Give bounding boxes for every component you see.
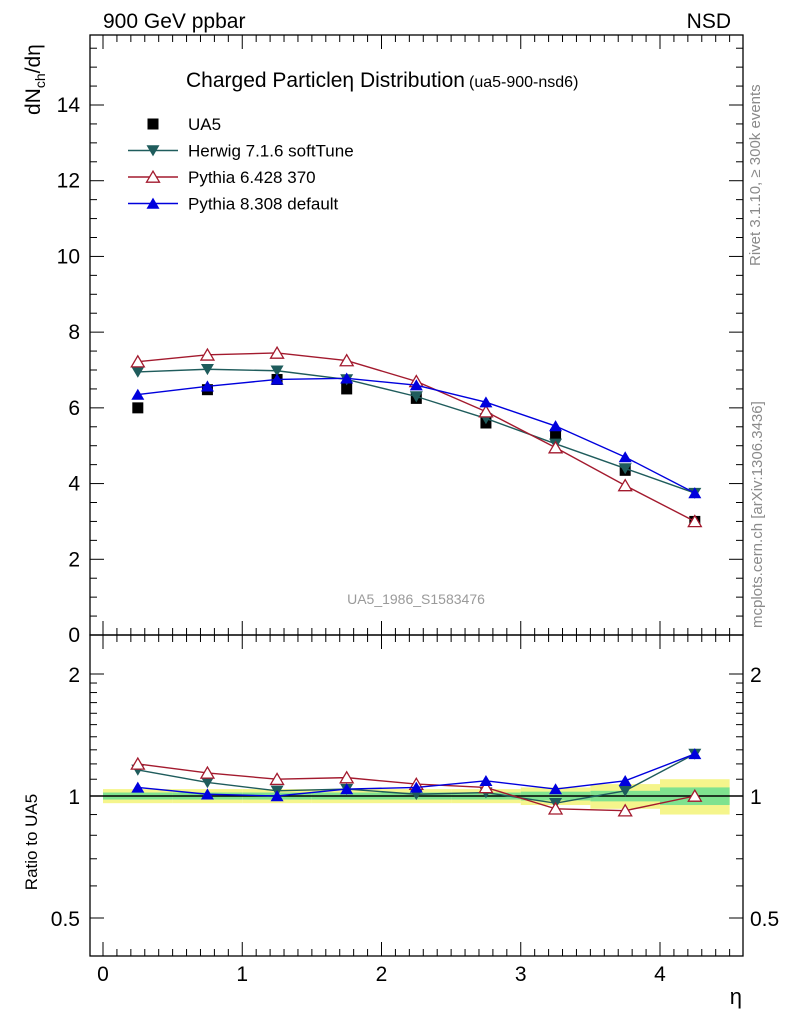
point-data bbox=[132, 402, 144, 414]
point-pythia6 bbox=[199, 347, 216, 361]
point-pythia8 bbox=[270, 373, 284, 385]
watermark: UA5_1986_S1583476 bbox=[347, 591, 485, 607]
mcplots-reference-text: mcplots.cern.ch [arXiv:1306.3436] bbox=[749, 401, 766, 628]
point-pythia6 bbox=[478, 404, 494, 418]
ratio-point-pythia8 bbox=[131, 781, 145, 793]
ratio-point-pythia6 bbox=[339, 770, 355, 784]
point-pythia8 bbox=[688, 487, 702, 499]
ratio-point-pythia8 bbox=[618, 774, 632, 787]
ratio-point-pythia8 bbox=[549, 783, 563, 795]
ratio-y-tick-label-right: 1 bbox=[750, 786, 762, 809]
ratio-point-pythia8 bbox=[688, 748, 702, 760]
y-tick-label: 2 bbox=[68, 548, 80, 571]
point-herwig bbox=[270, 365, 284, 377]
point-pythia6 bbox=[617, 478, 633, 492]
ratio-y-tick-label: 0.5 bbox=[51, 908, 80, 931]
legend-label-herwig: Herwig 7.1.6 softTune bbox=[188, 142, 354, 161]
point-data bbox=[550, 428, 562, 440]
x-tick-label: 3 bbox=[515, 963, 527, 986]
rivet-version-text: Rivet 3.1.10, ≥ 300k events bbox=[747, 84, 764, 266]
y-axis-label-ratio: Ratio to UA5 bbox=[22, 794, 41, 890]
point-pythia8 bbox=[549, 420, 563, 432]
ratio-point-pythia6 bbox=[687, 788, 703, 802]
ratio-y-tick-label: 1 bbox=[68, 786, 80, 809]
point-pythia6 bbox=[547, 440, 564, 454]
y-tick-label: 10 bbox=[57, 245, 80, 268]
header-left: 900 GeV ppbar bbox=[103, 10, 245, 33]
ratio-ticks: 0 1 2 3 4 0.5 0.5 1 1 2 2 bbox=[51, 635, 779, 986]
point-pythia6 bbox=[130, 354, 146, 368]
x-tick-label: 0 bbox=[97, 963, 109, 986]
y-tick-label: 8 bbox=[68, 321, 80, 344]
main-ticks: 0 2 4 6 8 10 12 14 bbox=[57, 35, 743, 647]
point-pythia8 bbox=[131, 388, 145, 400]
ratio-point-pythia6 bbox=[199, 765, 216, 779]
point-pythia6 bbox=[269, 345, 285, 359]
x-tick-label: 4 bbox=[654, 963, 666, 986]
y-tick-label: 0 bbox=[68, 624, 80, 647]
header-right: NSD bbox=[687, 10, 731, 33]
ratio-point-herwig bbox=[618, 785, 632, 797]
point-herwig bbox=[618, 463, 632, 475]
y-tick-label: 14 bbox=[57, 94, 81, 117]
point-pythia6 bbox=[687, 514, 703, 528]
x-tick-label: 1 bbox=[236, 963, 248, 986]
chart-title: Charged Particleη Distribution (ua5-900-n… bbox=[186, 69, 578, 92]
ratio-y-tick-label-right: 2 bbox=[750, 664, 762, 687]
ratio-point-pythia6 bbox=[478, 780, 494, 794]
ratio-point-pythia8 bbox=[200, 788, 214, 800]
ratio-point-pythia6 bbox=[547, 801, 564, 815]
ratio-point-pythia6 bbox=[130, 756, 146, 770]
legend-label-pythia8: Pythia 8.308 default bbox=[188, 195, 339, 214]
legend: UA5 Herwig 7.1.6 softTune Pythia 6.428 370… bbox=[128, 115, 354, 214]
legend-marker-pythia8 bbox=[146, 197, 160, 209]
ratio-point-herwig bbox=[200, 777, 214, 789]
point-pythia8 bbox=[340, 372, 354, 384]
legend-label-pythia6: Pythia 6.428 370 bbox=[188, 168, 316, 187]
main-series bbox=[130, 345, 703, 528]
point-pythia8 bbox=[479, 396, 493, 408]
point-data bbox=[341, 383, 353, 395]
ratio-point-pythia8 bbox=[270, 790, 284, 802]
y-tick-label: 6 bbox=[68, 397, 80, 420]
ratio-point-pythia8 bbox=[340, 783, 354, 795]
ratio-series bbox=[130, 748, 703, 817]
y-tick-label: 4 bbox=[68, 473, 80, 496]
x-axis-label: η bbox=[730, 984, 742, 1009]
y-tick-label: 12 bbox=[57, 170, 80, 193]
point-pythia6 bbox=[339, 353, 355, 367]
point-pythia8 bbox=[618, 451, 632, 463]
point-pythia8 bbox=[200, 380, 214, 392]
y-axis-label-main: dNch/dη bbox=[22, 44, 48, 115]
ratio-point-pythia6 bbox=[269, 772, 285, 786]
legend-marker-data bbox=[147, 118, 159, 130]
x-tick-label: 2 bbox=[376, 963, 388, 986]
ratio-y-tick-label-right: 0.5 bbox=[750, 908, 779, 931]
point-herwig bbox=[409, 391, 423, 403]
point-pythia8 bbox=[409, 379, 423, 391]
legend-marker-herwig bbox=[146, 145, 160, 157]
legend-label-data: UA5 bbox=[188, 115, 221, 134]
ratio-frame bbox=[89, 634, 744, 957]
legend-marker-pythia6 bbox=[145, 169, 161, 183]
ratio-point-pythia6 bbox=[617, 803, 633, 817]
ratio-y-tick-label: 2 bbox=[68, 664, 80, 687]
ratio-point-pythia8 bbox=[479, 774, 493, 787]
point-herwig bbox=[200, 364, 214, 376]
ratio-point-pythia8 bbox=[409, 781, 423, 793]
point-herwig bbox=[131, 366, 145, 378]
